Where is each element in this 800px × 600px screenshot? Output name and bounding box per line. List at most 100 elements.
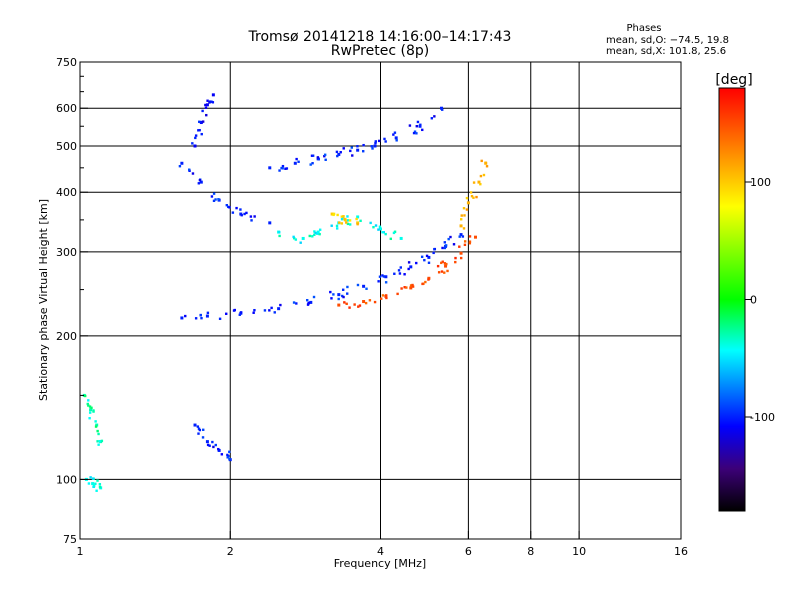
trace-point xyxy=(211,101,215,104)
trace-point xyxy=(348,306,351,309)
trace-point xyxy=(359,219,362,223)
trace-point xyxy=(407,261,411,264)
trace-point xyxy=(342,215,345,218)
trace-point xyxy=(95,489,98,492)
trace-point xyxy=(416,120,420,124)
trace-point xyxy=(469,191,473,194)
trace-point xyxy=(88,411,92,414)
trace-point xyxy=(398,272,402,275)
trace-point xyxy=(419,123,422,126)
trace-point xyxy=(441,108,444,111)
trace-point xyxy=(459,251,463,255)
trace-point xyxy=(231,211,235,214)
trace-point xyxy=(198,178,202,182)
trace-point xyxy=(210,195,214,198)
trace-point xyxy=(313,230,316,233)
trace-point xyxy=(341,294,344,298)
trace-point xyxy=(427,278,430,281)
trace-point xyxy=(94,420,97,423)
trace-point xyxy=(96,440,99,443)
trace-point xyxy=(87,399,90,402)
trace-point xyxy=(441,246,444,250)
trace-point xyxy=(421,128,424,132)
trace-point xyxy=(389,237,392,241)
y-tick-label: 600 xyxy=(56,102,77,115)
trace-point xyxy=(473,235,477,239)
trace-point xyxy=(446,269,449,273)
trace-point xyxy=(210,100,213,103)
trace-point xyxy=(86,402,89,406)
trace-point xyxy=(441,260,444,263)
trace-point xyxy=(482,173,486,177)
trace-point xyxy=(197,432,200,435)
trace-point xyxy=(338,221,341,224)
trace-point xyxy=(394,136,398,140)
trace-point xyxy=(208,444,211,447)
trace-point xyxy=(205,113,208,117)
x-tick-label: 6 xyxy=(465,545,472,558)
trace-point xyxy=(427,261,431,264)
trace-point xyxy=(382,275,386,278)
colorbar-tick-label: 100 xyxy=(750,176,771,189)
trace-point xyxy=(278,234,281,238)
trace-point xyxy=(436,264,440,268)
trace-point xyxy=(335,227,339,230)
trace-point xyxy=(368,299,372,302)
trace-point xyxy=(411,283,414,287)
trace-point xyxy=(335,224,339,228)
trace-point xyxy=(280,166,283,170)
trace-point xyxy=(90,406,93,410)
trace-point xyxy=(365,287,368,290)
trace-point xyxy=(403,273,406,276)
trace-point xyxy=(472,196,475,199)
trace-point xyxy=(217,198,220,201)
trace-point xyxy=(356,148,360,152)
trace-point xyxy=(89,408,93,412)
trace-point xyxy=(91,482,95,486)
trace-point xyxy=(373,300,377,304)
trace-point xyxy=(384,275,388,279)
trace-point xyxy=(330,212,334,216)
trace-point xyxy=(191,142,194,145)
trace-point xyxy=(342,295,345,299)
x-tick-label: 2 xyxy=(227,545,234,558)
trace-point xyxy=(217,448,221,452)
trace-point xyxy=(472,181,476,184)
trace-point xyxy=(377,280,380,283)
trace-point xyxy=(211,93,215,97)
trace-point xyxy=(349,149,352,153)
trace-point xyxy=(373,144,377,148)
trace-point xyxy=(340,215,344,218)
trace-point xyxy=(405,286,408,289)
trace-point xyxy=(395,139,398,142)
trace-point xyxy=(356,222,359,226)
trace-point xyxy=(94,425,98,428)
trace-point xyxy=(475,195,478,199)
trace-point xyxy=(370,145,373,148)
trace-point xyxy=(443,262,447,265)
trace-point xyxy=(324,158,327,161)
trace-point xyxy=(197,182,201,185)
trace-point xyxy=(443,271,446,274)
trace-point xyxy=(353,303,356,306)
trace-point xyxy=(92,409,95,412)
trace-point xyxy=(374,140,377,143)
trace-point xyxy=(193,423,197,427)
trace-point xyxy=(477,180,481,184)
trace-point xyxy=(293,161,297,165)
colorbar-label: [deg] xyxy=(715,72,752,88)
trace-point xyxy=(335,150,339,154)
trace-point xyxy=(278,231,281,234)
trace-point xyxy=(346,215,349,218)
trace-point xyxy=(384,294,388,297)
trace-point xyxy=(208,100,212,103)
trace-point xyxy=(362,284,366,288)
trace-point xyxy=(356,283,360,287)
trace-point xyxy=(356,145,359,148)
trace-point xyxy=(330,224,333,227)
trace-point xyxy=(194,136,197,140)
trace-point xyxy=(454,260,457,264)
trace-point xyxy=(343,217,346,221)
trace-point xyxy=(339,151,342,154)
